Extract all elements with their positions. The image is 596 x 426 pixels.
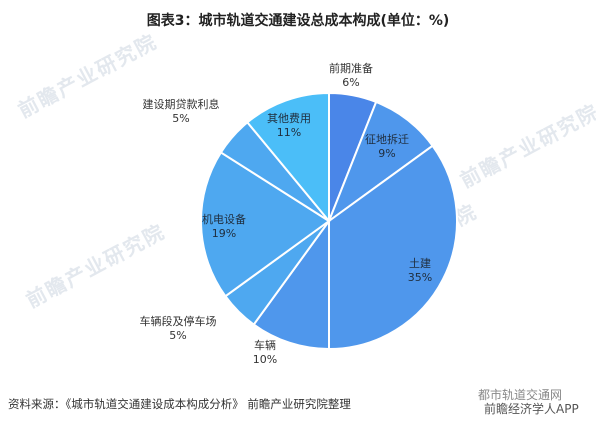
slice-value-5: 5% (169, 329, 186, 342)
slice-label-2: 征地拆迁 (365, 132, 409, 146)
slice-label-4: 车辆 (254, 338, 276, 352)
slice-label-3: 土建 (409, 256, 431, 270)
source-note: 资料来源：《城市轨道交通建设成本构成分析》 前瞻产业研究院整理 (8, 397, 351, 411)
slice-value-3: 35% (408, 271, 432, 284)
slice-label-8: 其他费用 (267, 112, 311, 125)
slice-value-6: 19% (212, 227, 236, 240)
slice-label-5: 车辆段及停车场 (140, 314, 217, 328)
pie-slice-6 (200, 151, 331, 298)
pie-slices (200, 91, 458, 351)
slice-label-7: 建设期贷款利息 (143, 97, 220, 111)
watermark-brand-bottom: 前瞻经济学人APP (484, 402, 579, 416)
slice-value-1: 6% (342, 76, 359, 89)
pie-slice-8 (246, 91, 330, 224)
slice-value-4: 10% (253, 353, 277, 366)
pie-slice-4 (252, 217, 330, 351)
slice-label-1: 前期准备 (329, 61, 373, 75)
slice-value-2: 9% (378, 147, 395, 160)
slice-label-6: 机电设备 (202, 212, 246, 226)
chart-title: 图表3：城市轨道交通建设总成本构成(单位：%) (146, 13, 450, 29)
watermark-brand-top: 都市轨道交通网 (478, 388, 563, 402)
pie-labels: 前期准备6%征地拆迁9%土建35%车辆10%车辆段及停车场5%机电设备19%建设… (140, 61, 433, 366)
slice-value-7: 5% (172, 112, 189, 125)
slice-value-8: 11% (277, 126, 301, 139)
pie-slice-3 (328, 144, 458, 351)
